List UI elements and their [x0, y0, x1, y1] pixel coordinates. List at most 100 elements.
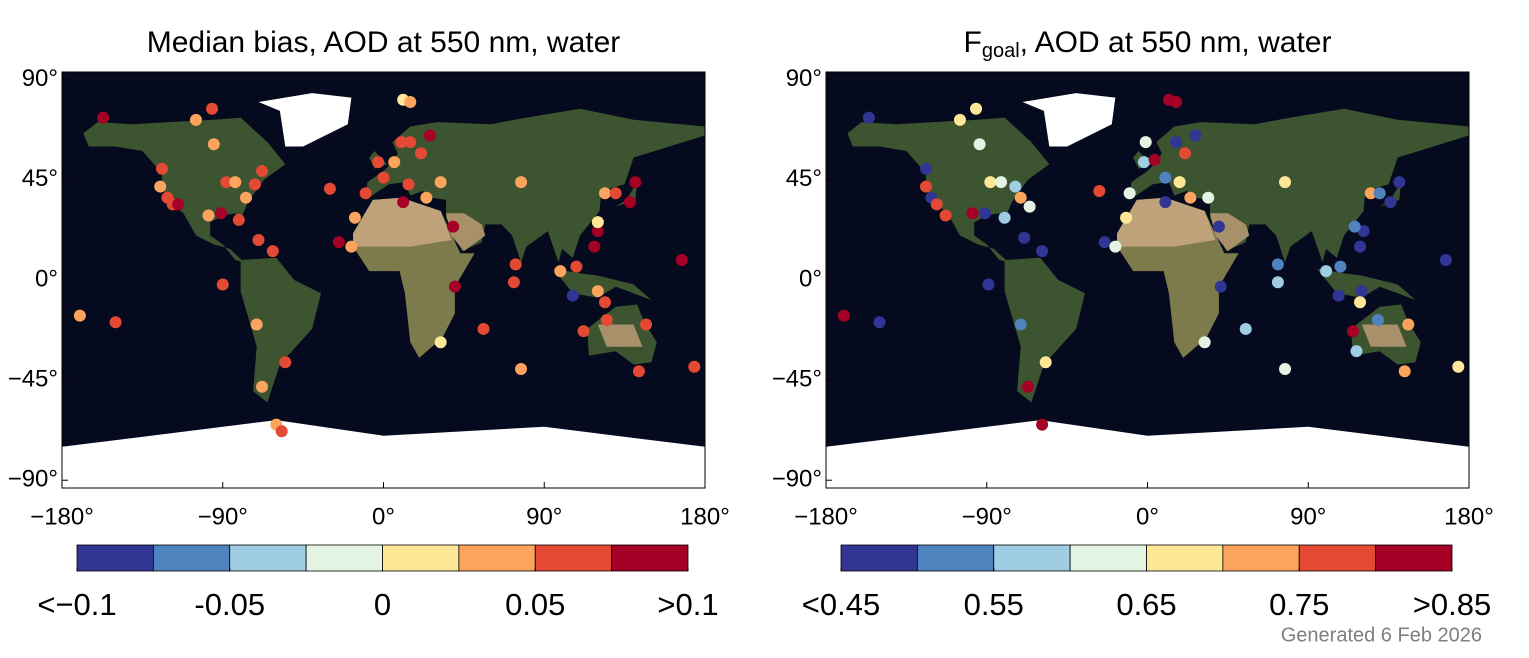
station	[675, 253, 688, 266]
station	[920, 162, 933, 175]
colorbar-bin	[1146, 544, 1224, 572]
station	[1334, 260, 1347, 273]
colorbar-bin	[1222, 544, 1300, 572]
station	[570, 260, 583, 273]
station	[862, 111, 875, 124]
station	[172, 198, 185, 211]
station	[372, 156, 385, 169]
station	[978, 207, 991, 220]
station	[591, 285, 604, 298]
station	[1332, 289, 1345, 302]
ice	[826, 420, 1469, 488]
x-tick-label: −90°	[198, 503, 248, 530]
ice	[258, 93, 352, 147]
station	[423, 129, 436, 142]
station	[402, 178, 415, 191]
station	[640, 318, 653, 331]
station	[632, 365, 645, 378]
station	[1214, 280, 1227, 293]
station	[1148, 153, 1161, 166]
y-tick-label: −90°	[8, 466, 58, 493]
station	[1014, 318, 1027, 331]
colorbar-label: -0.05	[194, 587, 265, 622]
station	[1109, 240, 1122, 253]
station	[1320, 265, 1333, 278]
title-part: , AOD at 550 nm, water	[1020, 26, 1332, 59]
station	[588, 240, 601, 253]
station	[509, 258, 522, 271]
station	[995, 176, 1008, 189]
station	[1139, 136, 1152, 149]
station	[598, 187, 611, 200]
land	[597, 324, 643, 347]
station	[982, 278, 995, 291]
station	[1212, 220, 1225, 233]
colorbar-bin	[993, 544, 1071, 572]
colorbar-label: 0.05	[505, 587, 565, 622]
station	[207, 138, 220, 151]
station	[202, 209, 215, 222]
station	[1393, 176, 1406, 189]
station	[252, 233, 265, 246]
station	[1384, 196, 1397, 209]
y-tick-label: −45°	[8, 365, 58, 392]
station	[345, 240, 358, 253]
station	[1348, 220, 1361, 233]
station	[154, 180, 167, 193]
station	[966, 207, 979, 220]
station	[1036, 418, 1049, 431]
colorbar-bin	[229, 544, 307, 572]
station	[970, 102, 983, 115]
colorbar-bin	[152, 544, 231, 572]
chart-title: Median bias, AOD at 550 nm, water	[147, 26, 621, 59]
station	[239, 191, 252, 204]
station	[837, 309, 850, 322]
station	[1184, 191, 1197, 204]
map	[62, 72, 705, 488]
station	[873, 316, 886, 329]
x-tick-label: 0°	[372, 503, 395, 530]
station	[348, 211, 361, 224]
station	[1189, 129, 1202, 142]
station	[1098, 236, 1111, 249]
station	[256, 380, 269, 393]
colorbar-bin	[1298, 544, 1377, 572]
land	[1004, 257, 1085, 403]
station	[97, 111, 110, 124]
x-tick-label: −180°	[30, 503, 94, 530]
station	[973, 138, 986, 151]
station	[629, 176, 642, 189]
station	[248, 178, 261, 191]
station	[404, 136, 417, 149]
station	[1018, 231, 1031, 244]
y-tick-label: −45°	[772, 365, 822, 392]
station	[1202, 191, 1215, 204]
station	[1350, 345, 1363, 358]
station	[434, 176, 447, 189]
station	[1373, 187, 1386, 200]
station	[1014, 191, 1027, 204]
station	[1452, 360, 1465, 373]
colorbar-label: 0.75	[1269, 587, 1329, 622]
station	[1271, 276, 1284, 289]
station	[577, 325, 590, 338]
station	[1198, 336, 1211, 349]
footer: Generated 6 Feb 2026	[1281, 624, 1482, 646]
station	[1170, 136, 1183, 149]
station	[1279, 176, 1292, 189]
colorbar-bin	[1375, 544, 1453, 572]
station	[515, 362, 528, 375]
colorbar-label: >0.85	[1413, 587, 1491, 622]
station	[623, 196, 636, 209]
station	[1039, 356, 1052, 369]
station	[1021, 380, 1034, 393]
station	[415, 147, 428, 160]
land	[240, 257, 321, 403]
station	[189, 113, 202, 126]
station	[507, 276, 520, 289]
station	[1354, 296, 1367, 309]
station	[388, 156, 401, 169]
station	[1173, 176, 1186, 189]
map	[826, 72, 1469, 488]
